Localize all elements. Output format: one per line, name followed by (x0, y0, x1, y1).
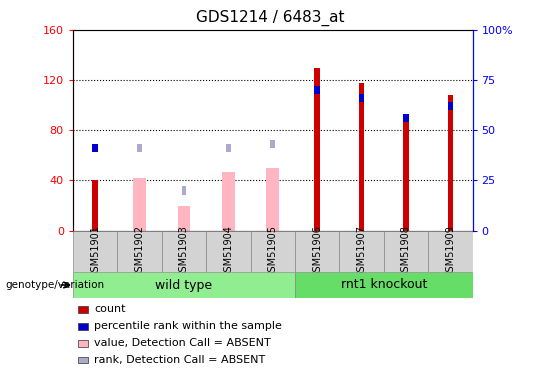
Bar (226, 144, 231, 152)
FancyBboxPatch shape (428, 231, 472, 272)
FancyBboxPatch shape (117, 231, 161, 272)
Text: rank, Detection Call = ABSENT: rank, Detection Call = ABSENT (94, 355, 266, 365)
Bar (266, 168, 279, 231)
Text: genotype/variation: genotype/variation (5, 280, 105, 290)
Text: GSM51903: GSM51903 (179, 225, 189, 278)
FancyBboxPatch shape (384, 231, 428, 272)
FancyBboxPatch shape (339, 231, 384, 272)
FancyBboxPatch shape (73, 231, 117, 272)
FancyBboxPatch shape (161, 231, 206, 272)
Bar (314, 86, 320, 94)
Text: percentile rank within the sample: percentile rank within the sample (94, 321, 282, 331)
Text: rnt1 knockout: rnt1 knockout (341, 279, 427, 291)
Text: GSM51905: GSM51905 (268, 225, 278, 278)
Text: GSM51909: GSM51909 (446, 225, 455, 278)
Bar (178, 206, 190, 231)
Text: value, Detection Call = ABSENT: value, Detection Call = ABSENT (94, 338, 271, 348)
Bar (403, 114, 409, 122)
Text: GDS1214 / 6483_at: GDS1214 / 6483_at (195, 9, 345, 26)
Bar (314, 68, 320, 231)
Bar (133, 178, 146, 231)
FancyBboxPatch shape (295, 272, 472, 298)
Text: wild type: wild type (156, 279, 212, 291)
Bar (137, 144, 142, 152)
Text: count: count (94, 304, 126, 314)
FancyBboxPatch shape (251, 231, 295, 272)
Text: GSM51907: GSM51907 (356, 225, 367, 278)
Bar (448, 95, 453, 231)
Text: GSM51902: GSM51902 (134, 225, 145, 278)
FancyBboxPatch shape (295, 231, 339, 272)
Bar (359, 94, 364, 102)
Bar (271, 140, 275, 148)
Text: GSM51901: GSM51901 (90, 225, 100, 278)
FancyBboxPatch shape (206, 231, 251, 272)
Bar (181, 186, 186, 195)
Text: GSM51908: GSM51908 (401, 225, 411, 278)
Text: GSM51904: GSM51904 (224, 225, 233, 278)
Bar (403, 120, 409, 231)
Bar (448, 102, 453, 110)
Bar (359, 82, 364, 231)
FancyBboxPatch shape (73, 272, 295, 298)
Bar (92, 180, 98, 231)
Bar (92, 144, 98, 152)
Text: GSM51906: GSM51906 (312, 225, 322, 278)
Bar (222, 172, 234, 231)
